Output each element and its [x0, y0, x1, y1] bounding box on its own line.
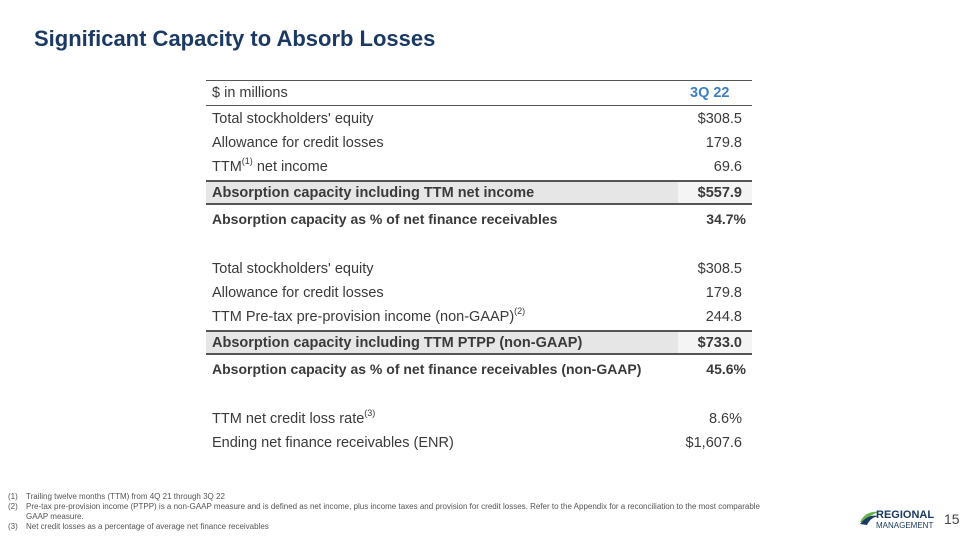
footnote-number: (1): [8, 492, 18, 501]
row-label: Ending net finance receivables (ENR): [212, 435, 454, 451]
footnote-number: (2): [8, 502, 18, 511]
footnote-ref: (1): [241, 156, 253, 166]
footnote-text: Trailing twelve months (TTM) from 4Q 21 …: [26, 492, 225, 501]
footnote-ref: (2): [514, 306, 526, 316]
percent-row: Absorption capacity as % of net finance …: [206, 358, 752, 382]
row-value: $308.5: [697, 111, 742, 127]
footnote: (1) Trailing twelve months (TTM) from 4Q…: [8, 492, 768, 502]
header-label: $ in millions: [212, 85, 288, 101]
header-period: 3Q 22: [690, 85, 730, 101]
table-header-row: $ in millions 3Q 22: [206, 80, 752, 106]
row-value: 8.6%: [708, 411, 742, 427]
row-value: 244.8: [705, 309, 742, 325]
row-value: 45.6%: [706, 361, 746, 377]
svg-text:MANAGEMENT: MANAGEMENT: [876, 521, 933, 530]
footnote-ref: (3): [364, 408, 376, 418]
footnotes: (1) Trailing twelve months (TTM) from 4Q…: [8, 492, 768, 532]
row-value: $308.5: [697, 261, 742, 277]
page-number: 15: [944, 511, 960, 527]
row-label: Absorption capacity as % of net finance …: [212, 361, 642, 377]
row-value: $733.0: [678, 332, 752, 353]
footnote-text: Net credit losses as a percentage of ave…: [26, 522, 269, 531]
row-label: Allowance for credit losses: [212, 135, 384, 151]
row-label: TTM Pre-tax pre-provision income (non-GA…: [212, 306, 526, 325]
table-row: Allowance for credit losses 179.8: [206, 132, 752, 156]
row-label: Absorption capacity including TTM PTPP (…: [212, 335, 583, 351]
regional-management-logo: REGIONAL MANAGEMENT: [860, 509, 934, 530]
row-label: TTM(1) net income: [212, 156, 328, 175]
table-row: TTM Pre-tax pre-provision income (non-GA…: [206, 306, 752, 330]
percent-row: Absorption capacity as % of net finance …: [206, 208, 752, 232]
footnote: (2) Pre-tax pre-provision income (PTPP) …: [8, 502, 768, 522]
row-label: Total stockholders' equity: [212, 111, 374, 127]
row-label: Allowance for credit losses: [212, 285, 384, 301]
table-row: Total stockholders' equity $308.5: [206, 108, 752, 132]
row-value: 179.8: [705, 135, 742, 151]
capacity-table: $ in millions 3Q 22 Total stockholders' …: [206, 80, 752, 456]
table-row: Ending net finance receivables (ENR) $1,…: [206, 432, 752, 456]
footnote: (3) Net credit losses as a percentage of…: [8, 522, 768, 532]
footnote-text: Pre-tax pre-provision income (PTPP) is a…: [26, 502, 760, 521]
row-label: Total stockholders' equity: [212, 261, 374, 277]
row-value: 69.6: [713, 159, 742, 175]
row-value: $1,607.6: [685, 435, 742, 451]
footnote-number: (3): [8, 522, 18, 531]
highlight-row: Absorption capacity including TTM net in…: [206, 180, 752, 205]
highlight-row: Absorption capacity including TTM PTPP (…: [206, 330, 752, 355]
page-title: Significant Capacity to Absorb Losses: [34, 26, 436, 51]
table-row: TTM net credit loss rate(3) 8.6%: [206, 408, 752, 432]
table-row: TTM(1) net income 69.6: [206, 156, 752, 180]
row-label: Absorption capacity including TTM net in…: [212, 185, 535, 201]
row-label: TTM net credit loss rate(3): [212, 408, 376, 427]
svg-text:REGIONAL: REGIONAL: [876, 509, 934, 521]
row-value: 34.7%: [706, 211, 746, 227]
table-row: Allowance for credit losses 179.8: [206, 282, 752, 306]
table-row: Total stockholders' equity $308.5: [206, 258, 752, 282]
row-value: 179.8: [705, 285, 742, 301]
row-value: $557.9: [678, 182, 752, 203]
row-label: Absorption capacity as % of net finance …: [212, 211, 558, 227]
